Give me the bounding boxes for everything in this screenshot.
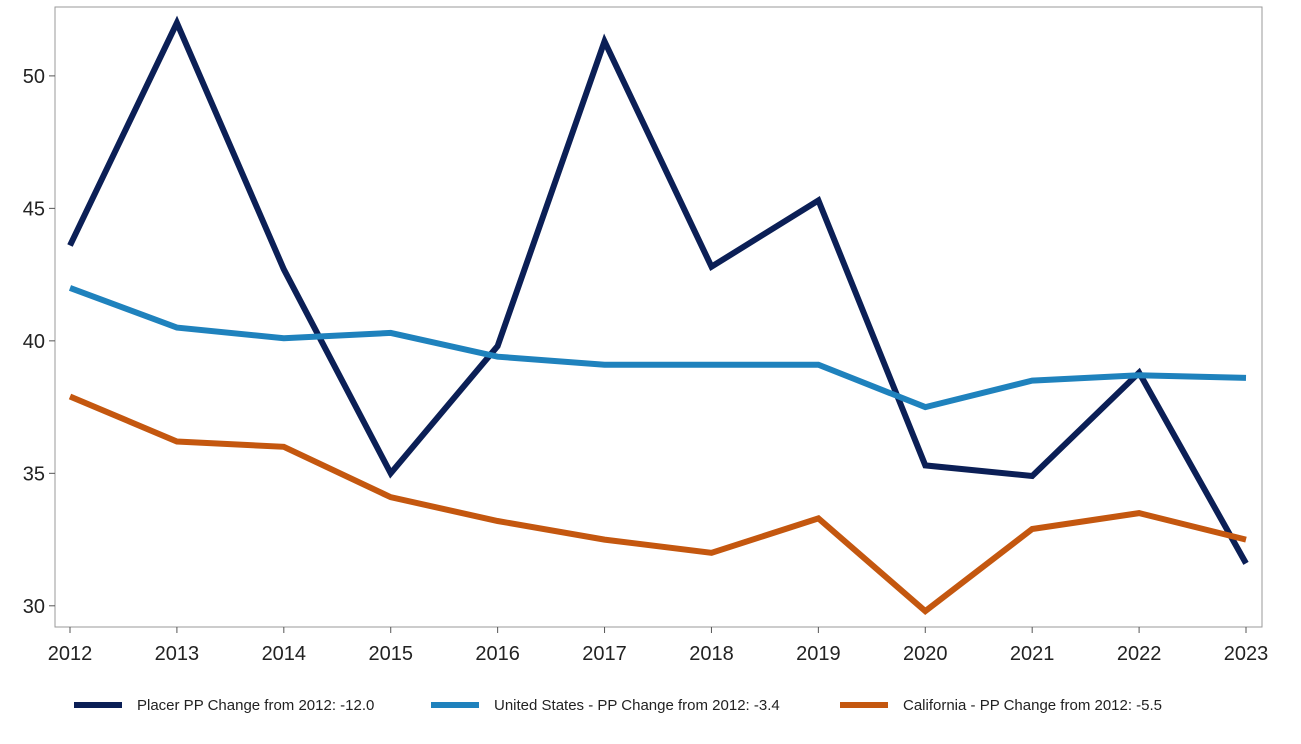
x-tick-label: 2020	[903, 643, 948, 665]
legend: Placer PP Change from 2012: -12.0 United …	[74, 697, 1162, 714]
x-tick-label: 2021	[1010, 643, 1055, 665]
legend-label-united-states: United States - PP Change from 2012: -3.…	[494, 697, 780, 714]
x-tick-label: 2016	[475, 643, 520, 665]
x-tick-label: 2012	[48, 643, 93, 665]
series-line-california	[68, 393, 1247, 615]
x-tick-label: 2019	[796, 643, 841, 665]
x-tick-label: 2018	[689, 643, 734, 665]
legend-label-placer: Placer PP Change from 2012: -12.0	[137, 697, 374, 714]
series-line-united-states	[68, 285, 1247, 411]
x-axis: 2012 2013 2014 2015 2016 2017 2018 2019 2020 2021…	[48, 627, 1269, 665]
y-tick-label: 40	[23, 331, 45, 353]
x-tick-label: 2022	[1117, 643, 1162, 665]
y-tick-label: 30	[23, 596, 45, 618]
y-tick-label: 35	[23, 463, 45, 485]
y-tick-label: 45	[23, 198, 45, 220]
series-line-placer	[67, 15, 1249, 565]
x-tick-label: 2017	[582, 643, 627, 665]
x-tick-label: 2015	[368, 643, 413, 665]
x-tick-label: 2014	[262, 643, 307, 665]
plot-frame	[54, 6, 1263, 628]
series-lines	[67, 15, 1249, 615]
x-tick-label: 2023	[1224, 643, 1269, 665]
y-axis: 30 35 40 45 50	[23, 66, 55, 618]
y-tick-label: 50	[23, 66, 45, 88]
legend-label-california: California - PP Change from 2012: -5.5	[903, 697, 1162, 714]
x-tick-label: 2013	[155, 643, 200, 665]
